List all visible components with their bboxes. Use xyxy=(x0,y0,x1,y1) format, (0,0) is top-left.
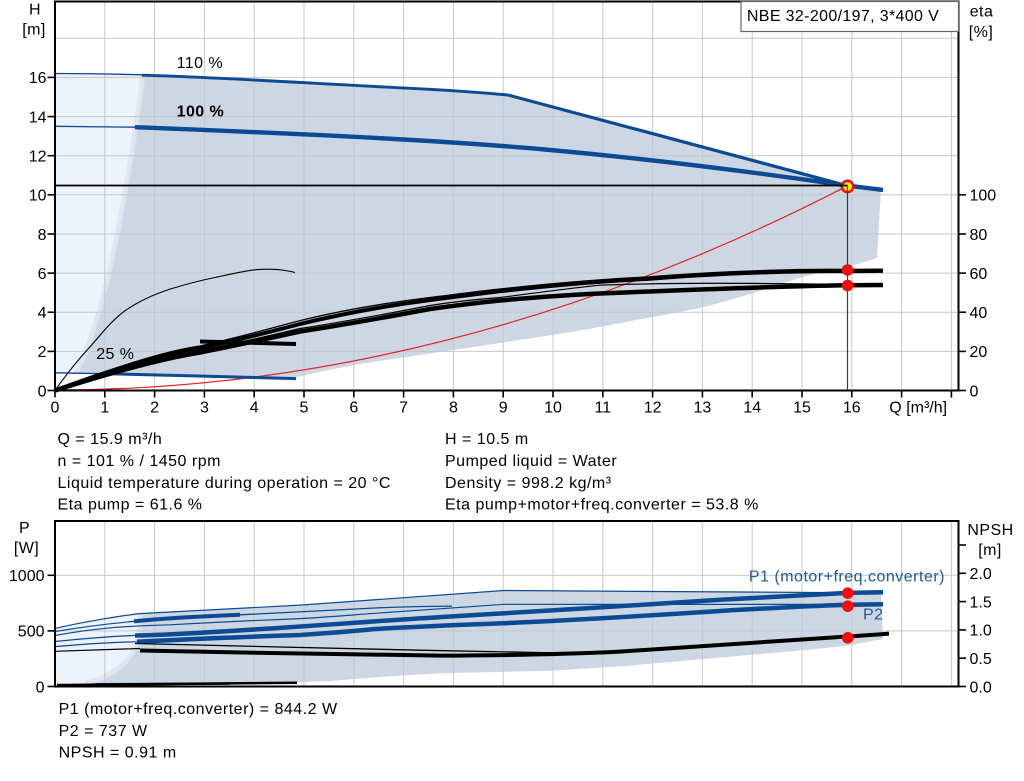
svg-text:110 %: 110 % xyxy=(177,55,223,72)
svg-text:P1 (motor+freq.converter): P1 (motor+freq.converter) xyxy=(749,569,945,586)
svg-text:9: 9 xyxy=(499,400,508,417)
svg-text:13: 13 xyxy=(694,400,712,417)
svg-text:0.0: 0.0 xyxy=(970,679,992,696)
svg-text:0: 0 xyxy=(51,400,60,417)
svg-text:4: 4 xyxy=(38,305,47,322)
svg-text:100 %: 100 % xyxy=(177,103,225,120)
svg-text:P2: P2 xyxy=(863,607,884,624)
svg-text:Density = 998.2 kg/m³: Density = 998.2 kg/m³ xyxy=(445,475,612,492)
svg-text:100: 100 xyxy=(970,188,997,205)
svg-text:Eta pump = 61.6 %: Eta pump = 61.6 % xyxy=(58,497,203,514)
svg-text:1: 1 xyxy=(100,400,109,417)
svg-text:8: 8 xyxy=(38,227,47,244)
svg-text:0: 0 xyxy=(38,383,47,400)
svg-text:0: 0 xyxy=(970,383,979,400)
svg-text:4: 4 xyxy=(250,400,259,417)
svg-text:16: 16 xyxy=(843,400,861,417)
svg-text:Pumped liquid = Water: Pumped liquid = Water xyxy=(445,453,617,470)
svg-text:[m]: [m] xyxy=(22,22,46,39)
svg-text:20: 20 xyxy=(970,344,988,361)
svg-text:1.0: 1.0 xyxy=(970,623,992,640)
svg-text:0.5: 0.5 xyxy=(970,651,992,668)
svg-text:7: 7 xyxy=(399,400,408,417)
svg-text:6: 6 xyxy=(38,266,47,283)
svg-text:11: 11 xyxy=(594,400,611,417)
svg-text:5: 5 xyxy=(300,400,309,417)
svg-text:H: H xyxy=(29,2,41,19)
svg-text:[W]: [W] xyxy=(14,540,39,557)
svg-text:H = 10.5 m: H = 10.5 m xyxy=(445,431,529,448)
svg-text:Liquid temperature during oper: Liquid temperature during operation = 20… xyxy=(58,475,391,492)
svg-text:80: 80 xyxy=(970,227,988,244)
svg-text:10: 10 xyxy=(29,188,47,205)
svg-text:NPSH = 0.91 m: NPSH = 0.91 m xyxy=(59,745,177,762)
svg-text:Q [m³/h]: Q [m³/h] xyxy=(889,400,947,417)
svg-text:40: 40 xyxy=(970,305,988,322)
svg-text:1000: 1000 xyxy=(9,568,45,585)
svg-text:3: 3 xyxy=(200,400,209,417)
svg-text:[m]: [m] xyxy=(978,542,1002,559)
svg-text:60: 60 xyxy=(970,266,988,283)
svg-text:12: 12 xyxy=(29,149,47,166)
svg-text:n = 101 % / 1450 rpm: n = 101 % / 1450 rpm xyxy=(58,453,221,470)
svg-text:Eta pump+motor+freq.converter: Eta pump+motor+freq.converter = 53.8 % xyxy=(445,497,759,514)
svg-text:15: 15 xyxy=(793,400,811,417)
svg-text:500: 500 xyxy=(18,624,45,641)
svg-text:eta: eta xyxy=(970,4,994,21)
svg-text:NBE 32-200/197, 3*400 V: NBE 32-200/197, 3*400 V xyxy=(747,8,939,25)
svg-text:2: 2 xyxy=(38,344,47,361)
svg-text:2.0: 2.0 xyxy=(970,566,992,583)
svg-text:0: 0 xyxy=(36,679,45,696)
svg-text:1.5: 1.5 xyxy=(970,594,992,611)
svg-text:2: 2 xyxy=(150,400,159,417)
svg-text:P: P xyxy=(19,520,30,537)
svg-text:10: 10 xyxy=(544,400,562,417)
svg-text:25 %: 25 % xyxy=(96,346,134,363)
svg-text:Q = 15.9 m³/h: Q = 15.9 m³/h xyxy=(58,431,163,448)
svg-text:P1 (motor+freq.converter) = 84: P1 (motor+freq.converter) = 844.2 W xyxy=(59,701,338,718)
svg-text:14: 14 xyxy=(743,400,761,417)
svg-text:8: 8 xyxy=(449,400,458,417)
svg-text:16: 16 xyxy=(29,70,47,87)
svg-text:6: 6 xyxy=(349,400,358,417)
svg-text:12: 12 xyxy=(644,400,662,417)
svg-text:[%]: [%] xyxy=(969,24,993,41)
svg-text:P2 = 737 W: P2 = 737 W xyxy=(59,723,148,740)
svg-text:14: 14 xyxy=(29,109,47,126)
svg-text:NPSH: NPSH xyxy=(967,522,1013,539)
